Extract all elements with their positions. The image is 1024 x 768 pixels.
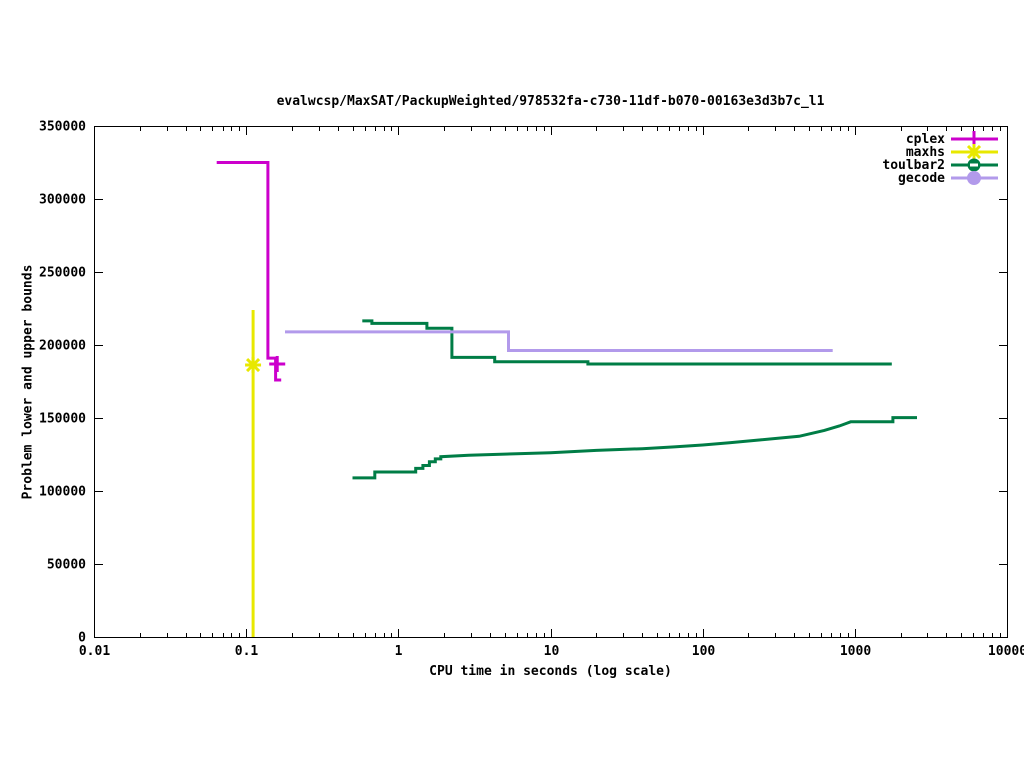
y-tick-label: 300000 (39, 193, 86, 208)
x-tick-label: 0.1 (235, 644, 259, 659)
plot-border (94, 126, 1008, 638)
y-tick-label: 50000 (47, 558, 86, 573)
maxhs-marker (246, 357, 261, 373)
series-line-gecode (285, 330, 833, 352)
series-line-toulbar2-1 (352, 416, 917, 480)
y-tick-label: 0 (78, 631, 86, 646)
chart-title: evalwcsp/MaxSAT/PackupWeighted/978532fa-… (276, 94, 825, 109)
y-tick-label: 150000 (39, 412, 86, 427)
legend-marker-maxhs (966, 144, 982, 160)
legend-marker-gecode (967, 171, 981, 185)
legend-label-gecode: gecode (898, 171, 945, 186)
y-tick-label: 250000 (39, 266, 86, 281)
y-tick-label: 200000 (39, 339, 86, 354)
x-tick-label: 0.01 (79, 644, 110, 659)
x-tick-label: 10000 (988, 644, 1024, 659)
y-axis-title: Problem lower and upper bounds (20, 264, 36, 500)
x-tick-label: 1000 (840, 644, 871, 659)
legend-label-cplex: cplex (906, 132, 945, 147)
legend-label-toulbar2: toulbar2 (882, 158, 945, 173)
x-tick-label: 1 (395, 644, 403, 659)
x-axis-title: CPU time in seconds (log scale) (429, 664, 672, 679)
x-tick-label: 10 (544, 644, 560, 659)
y-tick-label: 350000 (39, 120, 86, 135)
series-line-toulbar2-0 (362, 319, 892, 366)
legend-label-maxhs: maxhs (906, 145, 945, 160)
legend-marker-toulbar2-slot (970, 163, 978, 167)
x-tick-label: 100 (692, 644, 716, 659)
series-line-cplex (216, 161, 282, 382)
y-tick-label: 100000 (39, 485, 86, 500)
